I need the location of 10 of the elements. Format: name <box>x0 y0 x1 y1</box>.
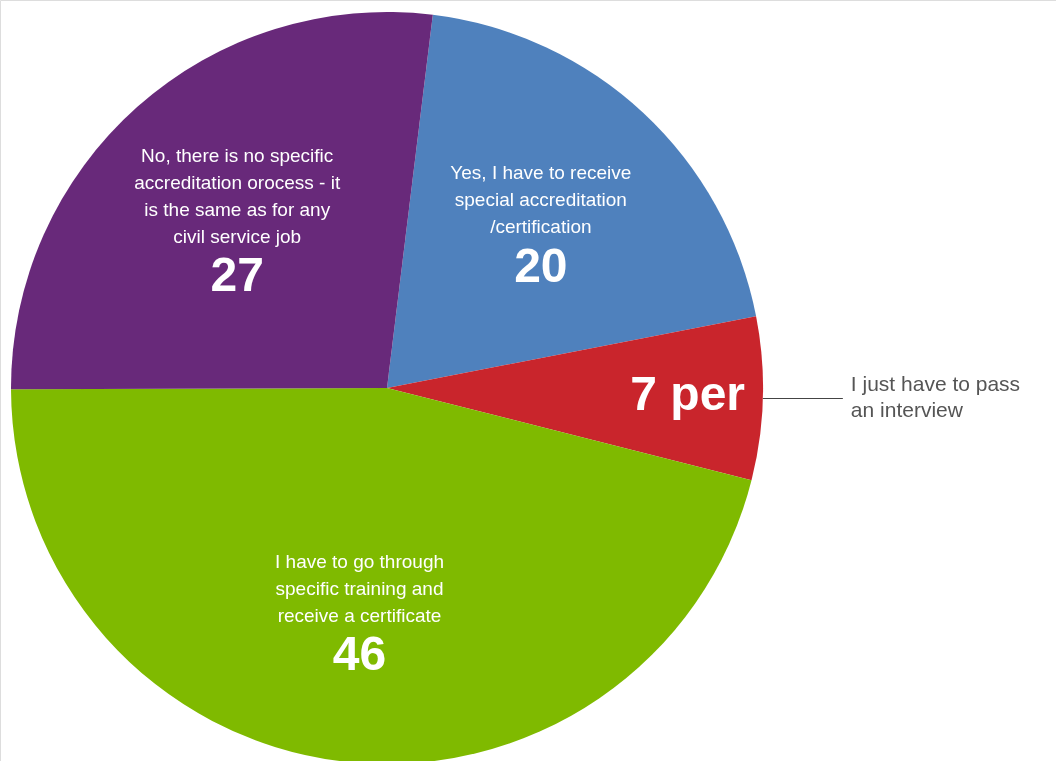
slice-label: I have to go through specific training and receive a certificate <box>275 550 445 626</box>
slice-label: No, there is no specific accreditation orocess - it is the same as for any civil service job <box>134 144 341 247</box>
data-label: 46 <box>332 627 387 681</box>
slice-label: Yes, I have to receive special accreditation /certification <box>450 162 632 238</box>
pie-slice <box>11 12 433 390</box>
slice-label: I just have to pass an interview <box>850 372 1021 422</box>
data-label: 7 per <box>630 367 746 421</box>
pie-slice <box>387 316 763 481</box>
data-label: 27 <box>210 248 264 302</box>
data-label: 20 <box>514 238 568 292</box>
